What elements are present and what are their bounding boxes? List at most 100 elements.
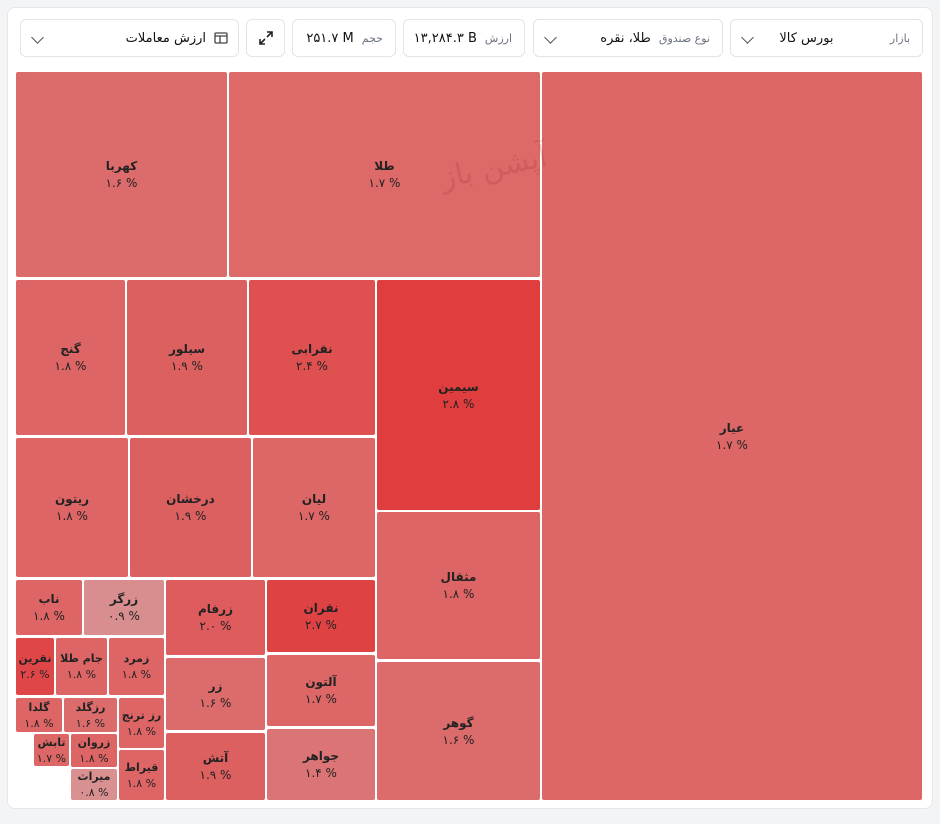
- tile-change: ۱.۸ %: [126, 724, 157, 738]
- tile[interactable]: زرفام ۲.۰ %: [166, 580, 265, 655]
- tile[interactable]: میراث ۰.۸ %: [71, 769, 117, 800]
- tile[interactable]: سیمین ۲.۸ %: [377, 280, 540, 510]
- tile-change: ۱.۹ %: [199, 768, 232, 782]
- tile-change: ۱.۴ %: [305, 766, 337, 780]
- tile[interactable]: درخشان ۱.۹ %: [130, 438, 251, 577]
- fund-type-label: نوع صندوق: [658, 31, 710, 45]
- tile-change: ۱.۸ %: [442, 587, 475, 601]
- tile-name: میراث: [77, 770, 111, 783]
- tile-change: ۱.۸ %: [121, 668, 152, 681]
- tile-change: ۱.۷ %: [298, 509, 330, 523]
- tile-name: زرگر: [109, 592, 139, 606]
- tile-change: ۲.۸ %: [442, 396, 475, 411]
- tile-change: ۱.۸ %: [24, 716, 54, 730]
- tile-name: مثقال: [440, 570, 477, 584]
- tile[interactable]: سیلور ۱.۹ %: [127, 280, 247, 435]
- tile[interactable]: تابش ۱.۷ %: [34, 734, 69, 766]
- volume-stat: حجم ۲۵۱.۷ M: [292, 19, 396, 57]
- expand-button[interactable]: [246, 19, 285, 57]
- trade-value-label: ارزش: [484, 31, 512, 45]
- tile-change: ۱.۶ %: [199, 695, 232, 710]
- tile-change: ۱.۹ %: [174, 509, 207, 523]
- fund-type-value: طلا، نقره: [600, 30, 651, 46]
- market-value: بورس کالا: [779, 30, 834, 46]
- volume-value: ۲۵۱.۷ M: [306, 30, 354, 46]
- tile[interactable]: نقران ۲.۷ %: [267, 580, 375, 652]
- tile[interactable]: آلتون ۱.۷ %: [267, 655, 375, 726]
- tile-name: لیان: [301, 492, 327, 506]
- tile[interactable]: قیراط ۱.۸ %: [119, 750, 164, 800]
- tile-name: جواهر: [302, 749, 340, 763]
- tile-change: ۱.۷ %: [36, 751, 67, 765]
- market-dropdown[interactable]: بازار بورس کالا: [730, 19, 923, 57]
- tile-change: ۱.۶ %: [105, 176, 138, 190]
- tile[interactable]: زمرد ۱.۸ %: [109, 638, 164, 695]
- tile[interactable]: مثقال ۱.۸ %: [377, 512, 540, 659]
- tile-change: ۱.۷ %: [305, 692, 337, 706]
- tile-change: ۲.۰ %: [199, 619, 232, 633]
- tile[interactable]: گلدا ۱.۸ %: [16, 698, 62, 732]
- tile-name: نقران: [303, 600, 339, 615]
- tile[interactable]: ریتون ۱.۸ %: [16, 438, 128, 577]
- tile-name: ناب: [38, 592, 60, 606]
- chevron: [31, 31, 44, 44]
- tile-change: ۲.۶ %: [20, 668, 50, 681]
- tile-name: نقرابی: [291, 342, 333, 356]
- metric-dropdown[interactable]: ارزش معاملات: [20, 19, 239, 57]
- tile-name: آلتون: [305, 675, 337, 689]
- chevron: [741, 31, 754, 44]
- tile-name: زرفام: [198, 602, 233, 616]
- tile[interactable]: زرگر ۰.۹ %: [84, 580, 164, 635]
- tile[interactable]: طلا ۱.۷ %: [229, 72, 540, 277]
- market-label: بازار: [889, 31, 910, 45]
- tile[interactable]: آتش ۱.۹ %: [166, 733, 265, 800]
- tile-change: ۱.۸ %: [126, 776, 157, 790]
- metric-value: ارزش معاملات: [125, 30, 206, 46]
- tile-change: ۱.۸ %: [66, 668, 97, 681]
- tile[interactable]: جام طلا ۱.۸ %: [56, 638, 107, 695]
- tile[interactable]: ناب ۱.۸ %: [16, 580, 82, 635]
- layout-icon: [214, 32, 228, 44]
- tile-name: عیار: [719, 420, 745, 435]
- tile[interactable]: رز ترنج ۱.۸ %: [119, 698, 164, 748]
- expand-icon: [258, 31, 273, 45]
- tile-name: آتش: [202, 751, 229, 765]
- tile-change: ۱.۹ %: [171, 359, 203, 373]
- tile[interactable]: نقرین ۲.۶ %: [16, 638, 54, 695]
- chevron: [544, 31, 557, 44]
- tile-change: ۱.۷ %: [716, 437, 748, 452]
- fund-type-dropdown[interactable]: نوع صندوق طلا، نقره: [533, 19, 723, 57]
- tile[interactable]: کهربا ۱.۶ %: [16, 72, 227, 277]
- tile-name: زر: [208, 678, 223, 693]
- tile-name: سیمین: [438, 379, 479, 394]
- tile-change: ۰.۸ %: [79, 786, 109, 799]
- tile-name: زروان: [77, 736, 111, 749]
- tile-change: ۲.۷ %: [305, 617, 337, 632]
- tile-name: طلا: [374, 159, 395, 173]
- tile-name: گنج: [60, 342, 81, 356]
- tile-name: رزگلد: [75, 700, 106, 714]
- tile[interactable]: گوهر ۱.۶ %: [377, 662, 540, 800]
- tile[interactable]: زر ۱.۶ %: [166, 658, 265, 730]
- tile[interactable]: زروان ۱.۸ %: [71, 734, 117, 767]
- tile-name: گلدا: [28, 700, 50, 714]
- tile[interactable]: لیان ۱.۷ %: [253, 438, 375, 577]
- tile-change: ۱.۸ %: [56, 509, 88, 523]
- tile-name: ریتون: [54, 492, 90, 506]
- tile[interactable]: رزگلد ۱.۶ %: [64, 698, 117, 732]
- tile-change: ۲.۴ %: [296, 359, 328, 373]
- tile[interactable]: جواهر ۱.۴ %: [267, 729, 375, 800]
- tile-name: گوهر: [443, 715, 474, 730]
- tile-name: نقرین: [18, 652, 52, 665]
- tile[interactable]: عیار ۱.۷ %: [542, 72, 922, 800]
- tile-name: درخشان: [166, 492, 215, 506]
- trade-value-stat: ارزش ۱۳,۲۸۴.۳ B: [403, 19, 525, 57]
- tile-change: ۰.۹ %: [108, 609, 140, 623]
- tile-name: رز ترنج: [121, 708, 162, 722]
- tile-name: قیراط: [124, 760, 159, 774]
- tile[interactable]: نقرابی ۲.۴ %: [249, 280, 375, 435]
- tile[interactable]: گنج ۱.۸ %: [16, 280, 125, 435]
- tile-change: ۱.۸ %: [79, 752, 109, 765]
- tile-change: ۱.۸ %: [54, 359, 87, 373]
